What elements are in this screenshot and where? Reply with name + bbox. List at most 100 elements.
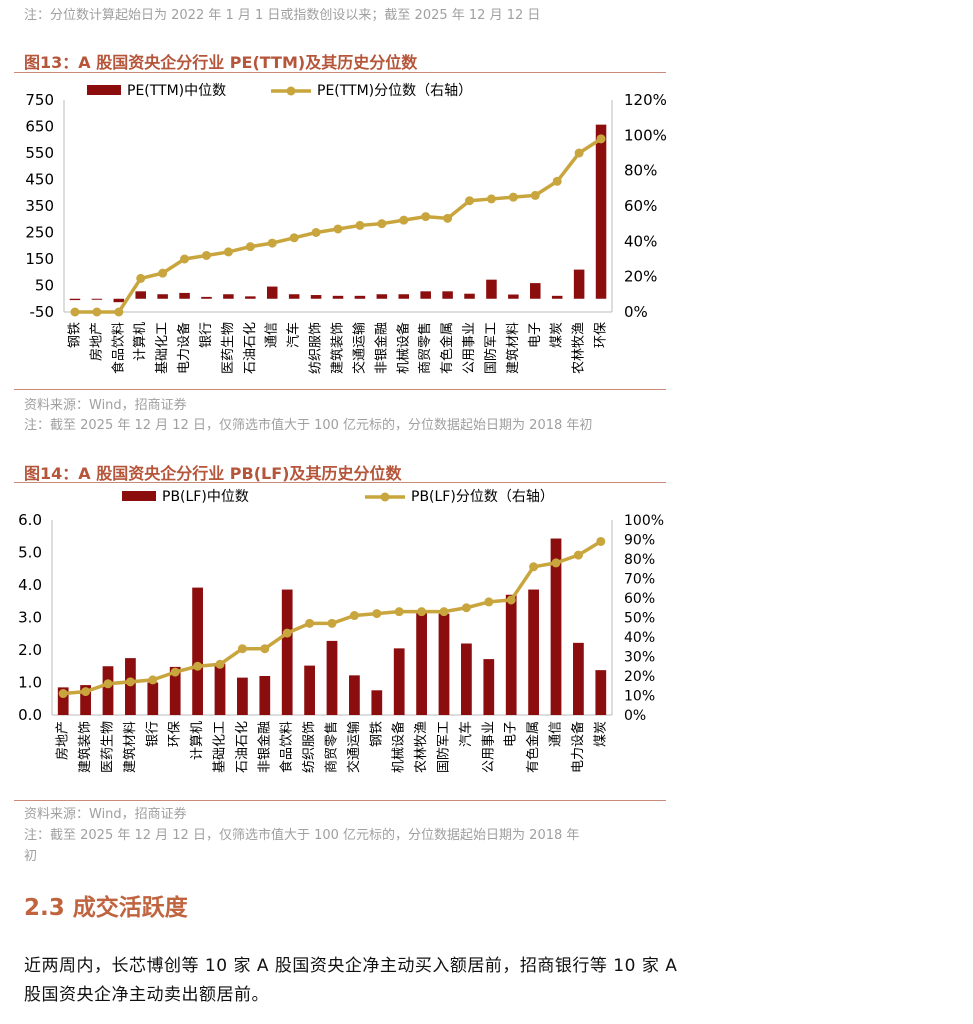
category-label: 通信 <box>265 322 280 348</box>
left-tick-label: 4.0 <box>18 576 42 594</box>
left-tick-label: 1.0 <box>18 674 42 692</box>
bar <box>113 298 125 303</box>
category-label: 纺织服饰 <box>302 721 317 773</box>
right-tick-label: 20% <box>624 268 657 286</box>
bar <box>281 589 293 715</box>
percentile-point <box>529 562 539 572</box>
percentile-point <box>289 233 299 243</box>
category-label: 商贸零售 <box>417 322 433 374</box>
percentile-point <box>201 250 211 260</box>
body-paragraph: 近两周内，长芯博创等 10 家 A 股国资央企净主动买入额居前，招商银行等 10… <box>24 956 678 1005</box>
percentile-point <box>92 307 102 317</box>
percentile-point <box>596 536 606 546</box>
left-tick-label: 3.0 <box>18 609 42 627</box>
bar <box>530 283 541 299</box>
right-tick-label: 70% <box>624 572 655 588</box>
percentile-point <box>377 219 387 229</box>
bar <box>332 295 344 299</box>
percentile-point <box>333 224 343 234</box>
bar <box>416 612 427 715</box>
category-label: 煤炭 <box>550 322 565 348</box>
bar <box>304 665 315 715</box>
percentile-point <box>596 134 606 144</box>
figure-14-bottom-rule <box>14 800 666 801</box>
percentile-point <box>193 661 203 671</box>
percentile-point <box>551 558 561 568</box>
bar <box>57 687 69 715</box>
percentile-point <box>58 689 68 699</box>
legend-line-label: PE(TTM)分位数（右轴） <box>317 83 472 99</box>
category-label: 石油石化 <box>243 322 258 374</box>
right-tick-label: 50% <box>624 611 655 627</box>
percentile-point <box>355 220 365 230</box>
category-label: 钢铁 <box>67 322 82 348</box>
section-heading: 2.3 成交活跃度 <box>24 895 188 921</box>
percentile-point <box>158 268 168 278</box>
bar <box>464 293 475 299</box>
category-label: 煤炭 <box>593 721 608 747</box>
right-tick-label: 60% <box>624 197 657 215</box>
percentile-point <box>223 247 233 257</box>
bar <box>192 587 203 715</box>
category-label: 农林牧渔 <box>572 322 587 374</box>
percentile-point <box>327 618 337 628</box>
percentile-point <box>305 618 315 628</box>
percentile-point <box>125 677 135 687</box>
left-tick-label: 450 <box>25 171 54 189</box>
category-label: 房地产 <box>55 721 71 760</box>
category-label: 电子 <box>504 721 519 747</box>
bar <box>214 663 226 715</box>
category-label: 国防军工 <box>483 322 499 374</box>
percentile-point <box>506 595 516 605</box>
right-tick-label: 0% <box>624 708 646 724</box>
bar <box>179 292 190 299</box>
category-label: 医药生物 <box>221 322 236 374</box>
percentile-point <box>136 273 146 283</box>
category-label: 非银金融 <box>373 322 389 374</box>
legend-line-marker <box>286 86 296 96</box>
legend-bar-label: PB(LF)中位数 <box>162 489 249 505</box>
legend-line-marker <box>380 492 390 502</box>
figure-14-title: 图14：A 股国资央企分行业 PB(LF)及其历史分位数 <box>24 464 402 483</box>
category-label: 汽车 <box>458 721 474 747</box>
percentile-point <box>170 667 180 677</box>
left-tick-label: 750 <box>25 91 54 109</box>
left-tick-label: 0.0 <box>18 706 42 724</box>
percentile-point <box>148 675 158 685</box>
category-label: 建筑材料 <box>122 721 138 773</box>
right-tick-label: 40% <box>624 232 657 250</box>
category-label: 交通运输 <box>351 322 367 374</box>
percentile-point <box>486 194 496 204</box>
category-label: 机械设备 <box>391 721 407 773</box>
figure-13-bottom-rule <box>14 389 666 390</box>
bar <box>349 675 360 715</box>
category-label: 交通运输 <box>346 721 362 773</box>
percentile-point <box>439 607 449 617</box>
category-label: 建筑装饰 <box>330 322 346 374</box>
bar <box>573 642 584 715</box>
bar <box>91 298 103 300</box>
right-tick-label: 60% <box>624 591 655 607</box>
legend-bar-swatch <box>122 491 156 501</box>
figure-14-note-continued: 初 <box>24 849 38 864</box>
pb-chart: 6.0 5.0 4.0 3.0 2.0 1.0 0.0 100% 90% 80% 70% 60% 50%… <box>18 489 664 773</box>
right-tick-label: 100% <box>624 513 664 529</box>
left-tick-label: 5.0 <box>18 544 42 562</box>
left-tick-label: 250 <box>25 224 54 242</box>
category-label: 钢铁 <box>369 721 384 747</box>
bar <box>393 648 405 715</box>
category-label: 建筑装饰 <box>77 721 93 773</box>
percentile-point <box>215 659 225 669</box>
percentile-point <box>81 687 91 697</box>
bar <box>371 690 383 715</box>
percentile-point <box>180 254 190 264</box>
bar <box>147 682 159 715</box>
bar <box>245 296 256 299</box>
bar <box>398 294 410 299</box>
left-tick-label: 50 <box>35 277 54 295</box>
category-label: 公用事业 <box>481 721 496 773</box>
bar <box>354 295 366 299</box>
category-label: 计算机 <box>190 721 205 760</box>
bar <box>169 666 181 715</box>
bar <box>483 659 495 715</box>
